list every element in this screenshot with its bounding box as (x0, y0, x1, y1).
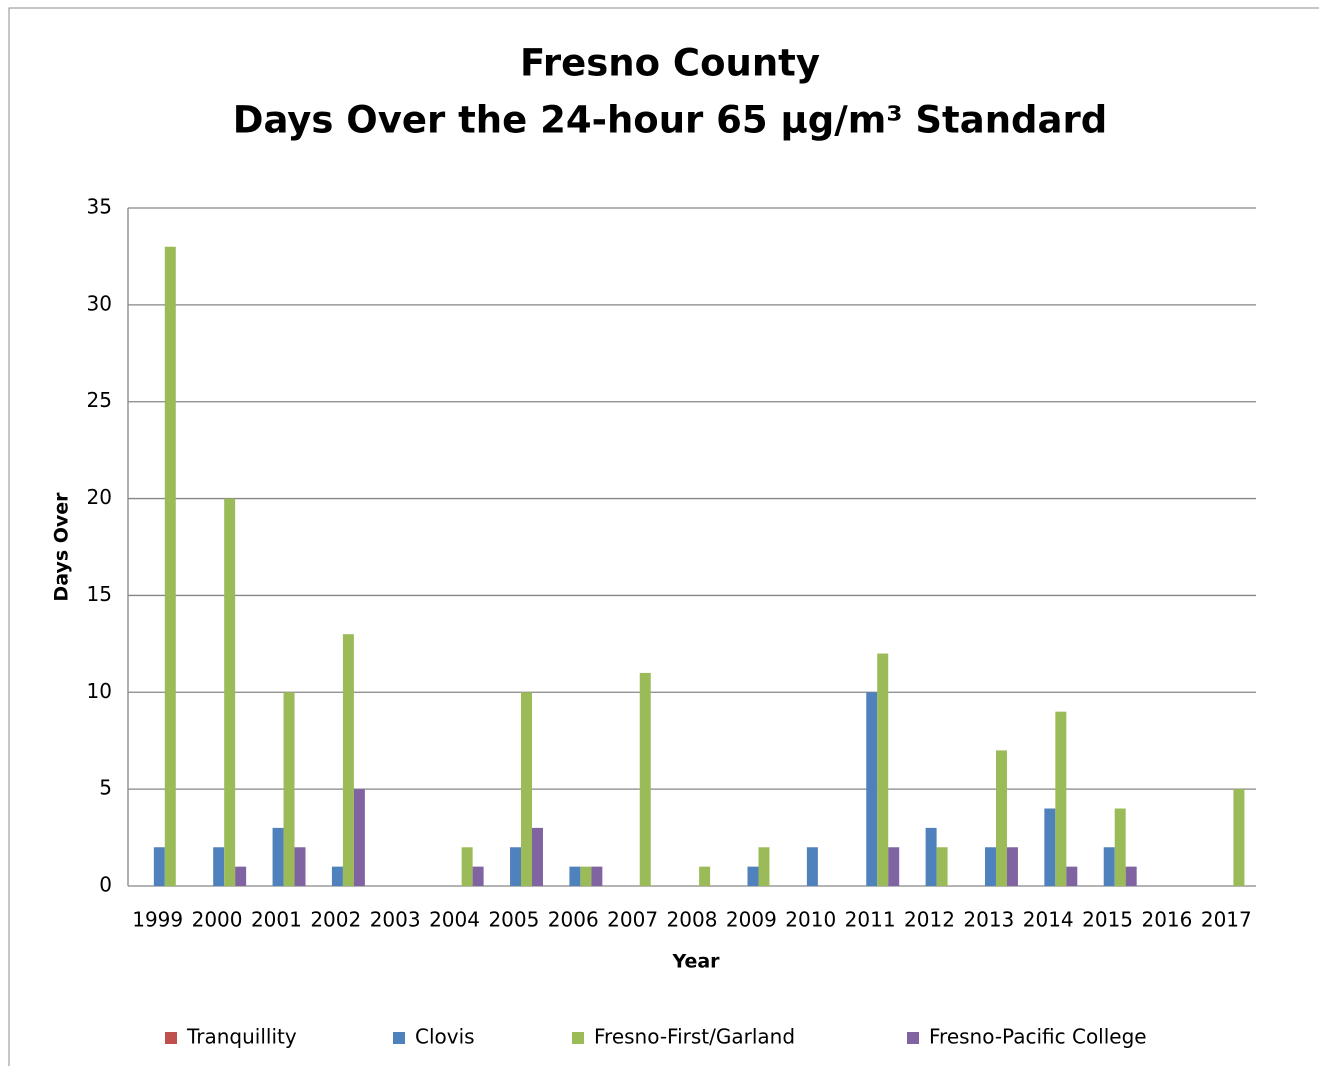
legend-label: Tranquillity (186, 1025, 297, 1049)
bar (877, 653, 889, 886)
bar (936, 847, 948, 886)
bar (758, 847, 770, 886)
x-tick-label: 2007 (607, 908, 658, 932)
legend-swatch (907, 1032, 919, 1044)
x-tick-label: 2010 (785, 908, 836, 932)
bar (283, 692, 295, 886)
bar (224, 498, 236, 886)
x-tick-label: 2012 (904, 908, 955, 932)
bar (1044, 808, 1056, 886)
legend-label: Fresno-First/Garland (594, 1025, 795, 1049)
x-tick-label: 2005 (488, 908, 539, 932)
bar (1055, 711, 1067, 886)
x-tick-label: 2000 (192, 908, 243, 932)
bar (164, 246, 176, 886)
y-tick-label: 15 (87, 582, 112, 606)
bar (1103, 847, 1115, 886)
chart-subtitle: Days Over the 24-hour 65 µg/m³ Standard (233, 99, 1108, 142)
y-tick-label: 0 (99, 873, 112, 897)
bar (342, 634, 354, 886)
bar (461, 847, 473, 886)
x-tick-label: 2008 (667, 908, 718, 932)
chart-title: Fresno County (520, 42, 820, 85)
bar (995, 750, 1007, 886)
bar (699, 866, 711, 886)
bar (510, 847, 522, 886)
x-tick-label: 2006 (548, 908, 599, 932)
y-tick-label: 35 (87, 195, 112, 219)
y-tick-label: 25 (87, 388, 112, 412)
bar (1125, 866, 1137, 886)
y-tick-label: 10 (87, 679, 112, 703)
x-tick-label: 1999 (132, 908, 183, 932)
bar (331, 866, 343, 886)
bar (272, 827, 284, 886)
bar (153, 847, 165, 886)
bar (925, 827, 937, 886)
bar (569, 866, 581, 886)
y-axis-title: Days Over (51, 492, 73, 602)
x-tick-label: 2014 (1023, 908, 1074, 932)
x-tick-label: 2001 (251, 908, 302, 932)
bar (984, 847, 996, 886)
legend-swatch (165, 1032, 177, 1044)
bar (213, 847, 225, 886)
bar (521, 692, 533, 886)
y-tick-label: 30 (87, 291, 112, 315)
x-tick-label: 2002 (310, 908, 361, 932)
bar (580, 866, 592, 886)
bar (806, 847, 818, 886)
x-axis-title: Year (671, 951, 720, 973)
bar (235, 866, 247, 886)
bar (1066, 866, 1078, 886)
bar (472, 866, 484, 886)
x-tick-label: 2013 (963, 908, 1014, 932)
legend-swatch (393, 1032, 405, 1044)
bar (866, 692, 878, 886)
bar (639, 672, 651, 886)
bar (888, 847, 900, 886)
bar (1233, 789, 1245, 886)
x-tick-label: 2017 (1201, 908, 1252, 932)
x-tick-label: 2009 (726, 908, 777, 932)
x-tick-label: 2016 (1141, 908, 1192, 932)
x-tick-label: 2004 (429, 908, 480, 932)
x-tick-label: 2003 (370, 908, 421, 932)
x-tick-label: 2015 (1082, 908, 1133, 932)
y-tick-label: 20 (87, 485, 112, 509)
bar (1006, 847, 1018, 886)
legend-swatch (572, 1032, 584, 1044)
bar (1114, 808, 1126, 886)
bar (747, 866, 759, 886)
bar (294, 847, 306, 886)
bar (353, 789, 365, 886)
y-tick-label: 5 (99, 776, 112, 800)
x-tick-label: 2011 (845, 908, 896, 932)
bar (591, 866, 603, 886)
bar (532, 827, 543, 886)
legend-label: Fresno-Pacific College (929, 1025, 1147, 1049)
legend-label: Clovis (415, 1025, 475, 1049)
